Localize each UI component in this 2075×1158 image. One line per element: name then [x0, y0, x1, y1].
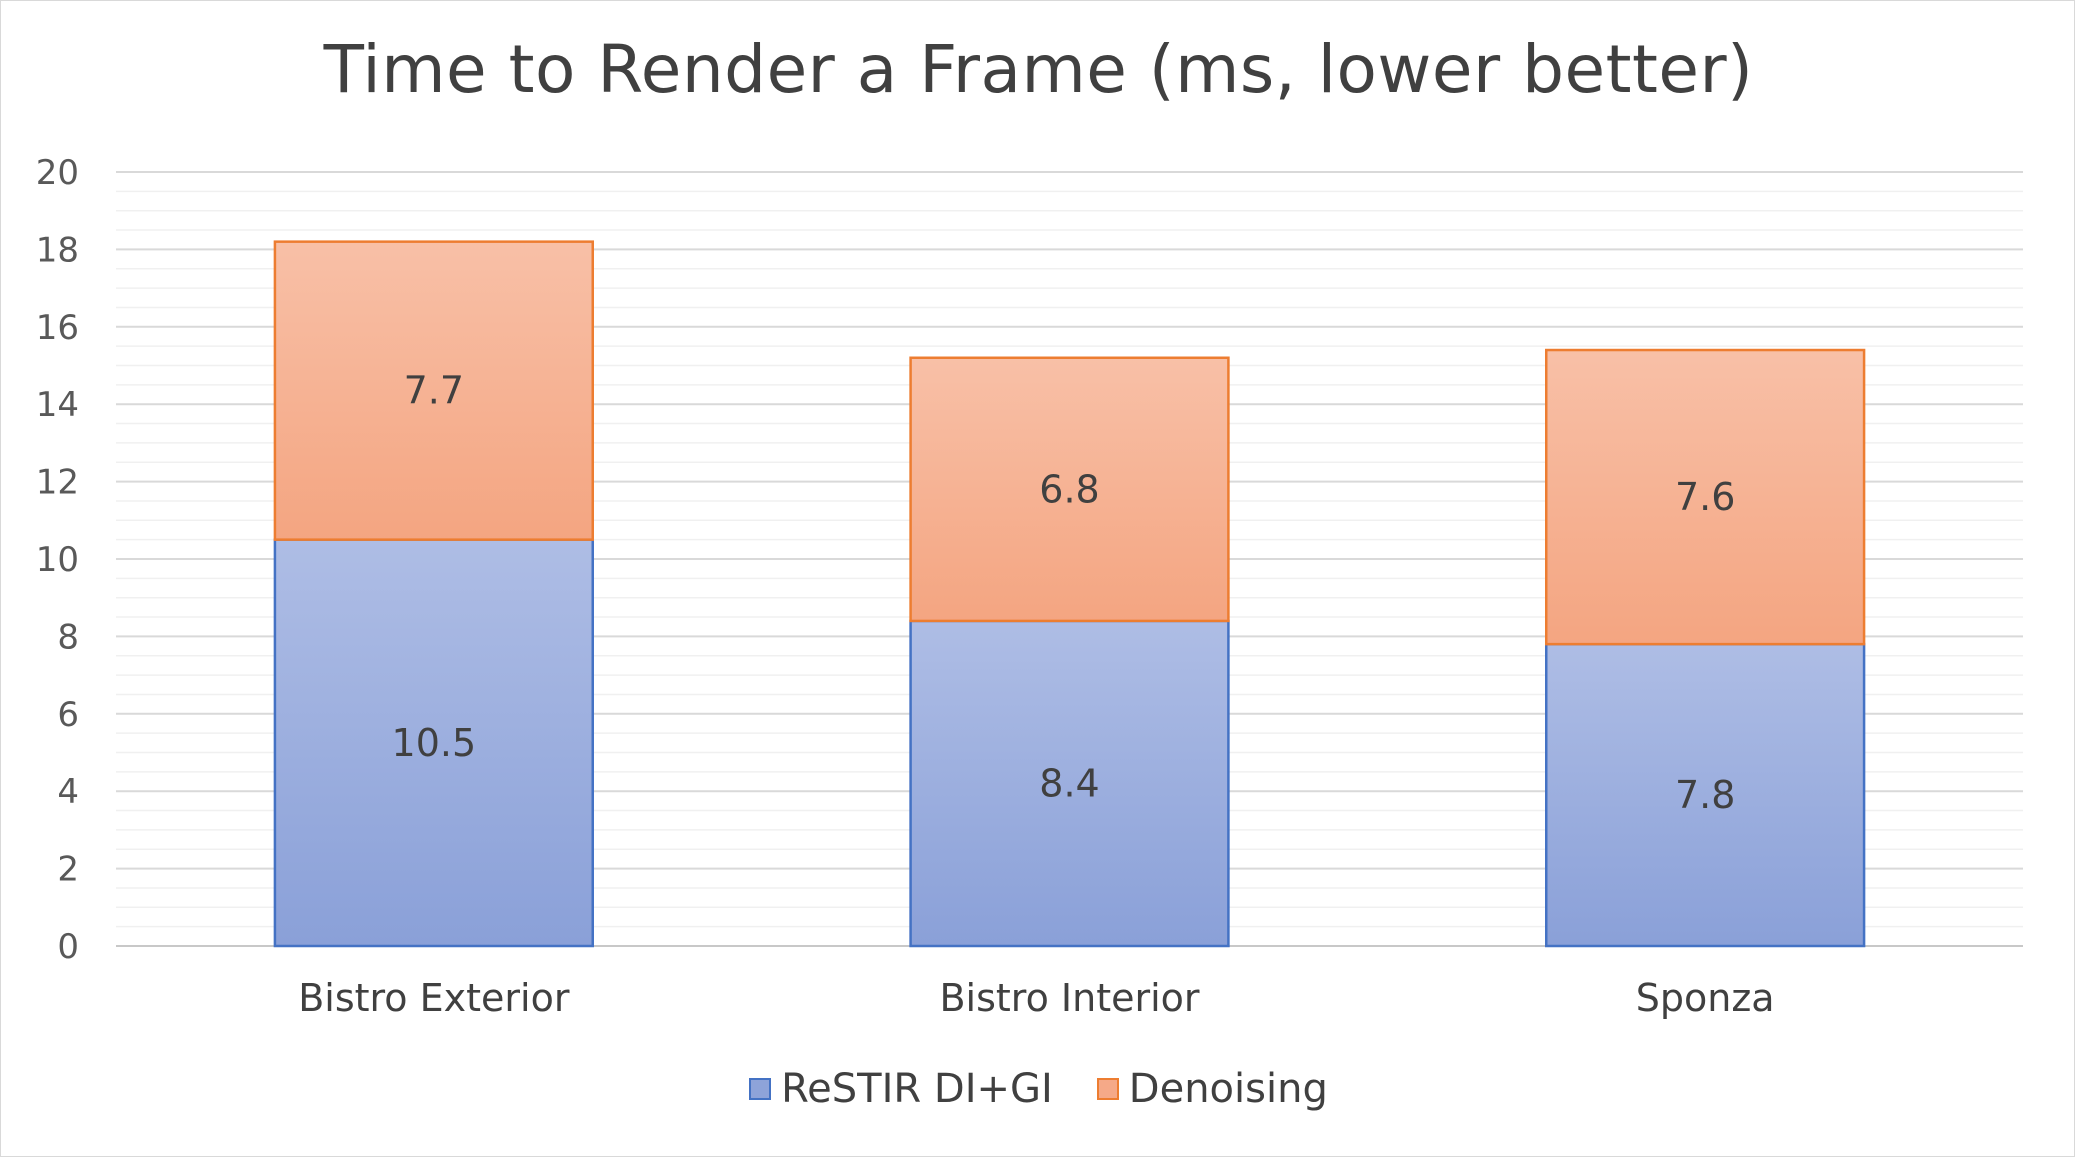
y-tick-label: 6	[57, 695, 79, 735]
bar-denoising	[909, 356, 1230, 623]
bar-denoising	[1545, 348, 1866, 646]
bars	[273, 240, 1866, 948]
bar-denoising	[273, 240, 594, 541]
legend-swatch-restir	[749, 1078, 772, 1100]
legend: ReSTIR DI+GI Denoising	[1, 1066, 2075, 1112]
data-label: 6.8	[1039, 467, 1099, 511]
data-labels: 10.5 7.7 8.4 6.8 7.8 7.6	[392, 369, 1736, 817]
y-tick-label: 10	[36, 540, 79, 580]
y-tick-label: 0	[57, 927, 79, 967]
y-axis: 0 2 4 6 8 10 12 14 16 18 20	[36, 153, 79, 967]
y-tick-label: 14	[36, 385, 79, 425]
data-label: 10.5	[392, 721, 477, 765]
bar-restir	[909, 619, 1230, 948]
y-tick-label: 20	[36, 153, 79, 193]
legend-item-restir: ReSTIR DI+GI	[749, 1066, 1053, 1112]
y-tick-label: 2	[57, 850, 79, 890]
y-tick-label: 4	[57, 772, 79, 812]
bar-restir	[1545, 642, 1866, 948]
legend-label-restir: ReSTIR DI+GI	[781, 1066, 1053, 1112]
x-axis: Bistro Exterior Bistro Interior Sponza	[298, 976, 1774, 1020]
x-category-label: Bistro Interior	[939, 976, 1199, 1020]
x-category-label: Sponza	[1636, 976, 1775, 1020]
legend-swatch-denoising	[1096, 1078, 1119, 1100]
legend-item-denoising: Denoising	[1096, 1066, 1328, 1112]
y-tick-label: 8	[57, 617, 79, 657]
data-label: 8.4	[1039, 761, 1099, 805]
legend-label-denoising: Denoising	[1128, 1066, 1328, 1112]
y-tick-label: 16	[36, 308, 79, 348]
data-label: 7.8	[1675, 773, 1735, 817]
y-tick-label: 12	[36, 463, 79, 503]
data-label: 7.7	[404, 369, 464, 413]
x-category-label: Bistro Exterior	[298, 976, 570, 1020]
y-tick-label: 18	[36, 230, 79, 270]
bar-restir	[273, 538, 594, 948]
data-label: 7.6	[1675, 475, 1735, 519]
chart-title: Time to Render a Frame (ms, lower better…	[323, 31, 1754, 108]
